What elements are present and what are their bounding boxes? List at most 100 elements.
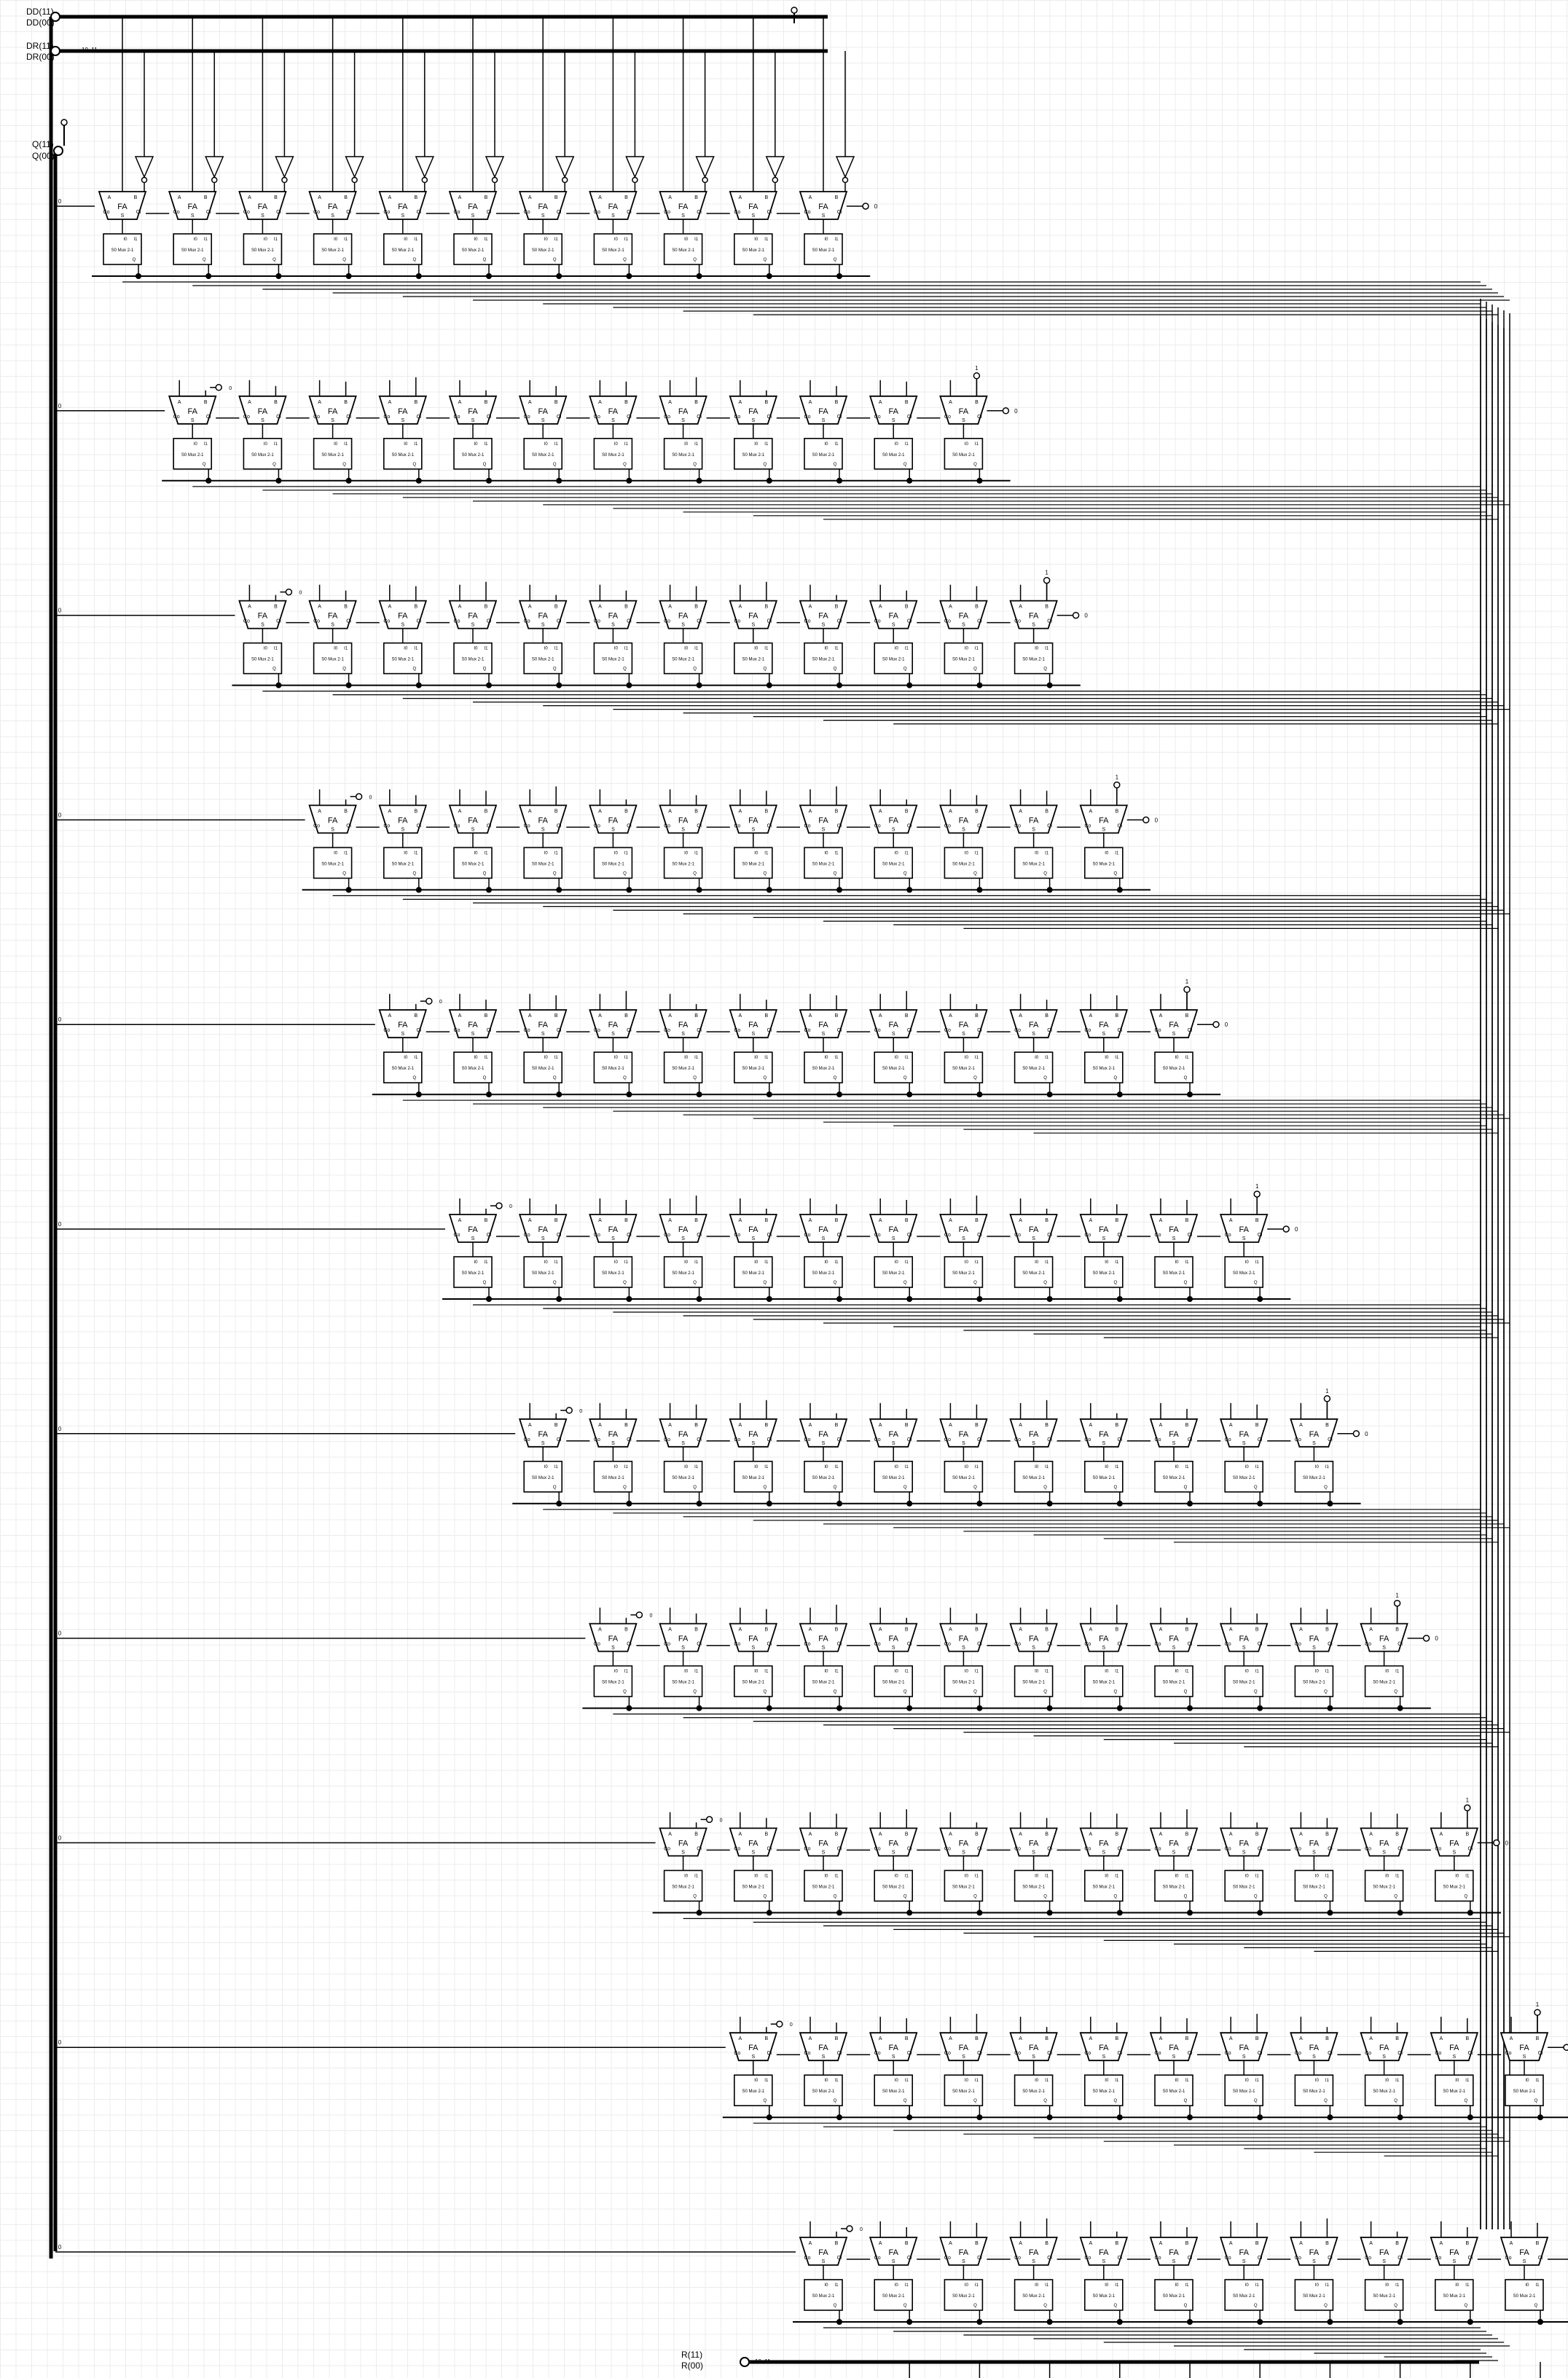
mux-2to1[interactable]: S0 Mux 2-1I0 I1Q xyxy=(663,1869,703,1902)
mux-2to1[interactable]: S0 Mux 2-1I0 I1Q xyxy=(733,437,773,470)
mux-2to1[interactable]: S0 Mux 2-1I0 I1Q xyxy=(1435,2279,1474,2311)
mux-2to1[interactable]: S0 Mux 2-1I0 I1Q xyxy=(1224,1461,1263,1493)
mux-2to1[interactable]: S0 Mux 2-1I0 I1Q xyxy=(593,1665,633,1698)
mux-2to1[interactable]: S0 Mux 2-1I0 I1Q xyxy=(663,1256,703,1288)
mux-2to1[interactable]: S0 Mux 2-1I0 I1Q xyxy=(1154,1869,1193,1902)
mux-2to1[interactable]: S0 Mux 2-1I0 I1Q xyxy=(383,437,423,470)
mux-2to1[interactable]: S0 Mux 2-1I0 I1Q xyxy=(944,2074,984,2106)
mux-2to1[interactable]: S0 Mux 2-1I0 I1Q xyxy=(1505,2074,1544,2106)
mux-2to1[interactable]: S0 Mux 2-1I0 I1Q xyxy=(944,1869,984,1902)
mux-2to1[interactable]: S0 Mux 2-1I0 I1Q xyxy=(663,233,703,265)
input-port-dr[interactable]: DR(11) DR(00) 10..11 xyxy=(26,41,98,62)
mux-2to1[interactable]: S0 Mux 2-1I0 I1Q xyxy=(523,233,563,265)
mux-2to1[interactable]: S0 Mux 2-1I0 I1Q xyxy=(1294,2279,1334,2311)
mux-2to1[interactable]: S0 Mux 2-1I0 I1Q xyxy=(313,847,353,879)
mux-2to1[interactable]: S0 Mux 2-1I0 I1Q xyxy=(1154,2074,1193,2106)
mux-2to1[interactable]: S0 Mux 2-1I0 I1Q xyxy=(944,437,984,470)
mux-2to1[interactable]: S0 Mux 2-1I0 I1Q xyxy=(383,847,423,879)
mux-2to1[interactable]: S0 Mux 2-1I0 I1Q xyxy=(1084,1051,1124,1083)
mux-2to1[interactable]: S0 Mux 2-1I0 I1Q xyxy=(804,847,843,879)
mux-2to1[interactable]: S0 Mux 2-1I0 I1Q xyxy=(1364,2279,1404,2311)
mux-2to1[interactable]: S0 Mux 2-1I0 I1Q xyxy=(874,2279,913,2311)
mux-2to1[interactable]: S0 Mux 2-1I0 I1Q xyxy=(663,1461,703,1493)
mux-2to1[interactable]: S0 Mux 2-1I0 I1Q xyxy=(733,847,773,879)
mux-2to1[interactable]: S0 Mux 2-1I0 I1Q xyxy=(523,1461,563,1493)
mux-2to1[interactable]: S0 Mux 2-1I0 I1Q xyxy=(1435,1869,1474,1902)
mux-2to1[interactable]: S0 Mux 2-1I0 I1Q xyxy=(804,1051,843,1083)
mux-2to1[interactable]: S0 Mux 2-1I0 I1Q xyxy=(874,1051,913,1083)
mux-2to1[interactable]: S0 Mux 2-1I0 I1Q xyxy=(1014,2279,1054,2311)
mux-2to1[interactable]: S0 Mux 2-1I0 I1Q xyxy=(453,642,493,675)
mux-2to1[interactable]: S0 Mux 2-1I0 I1Q xyxy=(1224,1256,1263,1288)
mux-2to1[interactable]: S0 Mux 2-1I0 I1Q xyxy=(804,1869,843,1902)
mux-2to1[interactable]: S0 Mux 2-1I0 I1Q xyxy=(593,642,633,675)
mux-2to1[interactable]: S0 Mux 2-1I0 I1Q xyxy=(1224,2074,1263,2106)
mux-2to1[interactable]: S0 Mux 2-1I0 I1Q xyxy=(733,642,773,675)
mux-2to1[interactable]: S0 Mux 2-1I0 I1Q xyxy=(874,847,913,879)
mux-2to1[interactable]: S0 Mux 2-1I0 I1Q xyxy=(1014,1665,1054,1698)
mux-2to1[interactable]: S0 Mux 2-1I0 I1Q xyxy=(1014,1461,1054,1493)
mux-2to1[interactable]: S0 Mux 2-1I0 I1Q xyxy=(663,847,703,879)
mux-2to1[interactable]: S0 Mux 2-1I0 I1Q xyxy=(593,1256,633,1288)
mux-2to1[interactable]: S0 Mux 2-1I0 I1Q xyxy=(1014,642,1054,675)
mux-2to1[interactable]: S0 Mux 2-1I0 I1Q xyxy=(1084,2279,1124,2311)
mux-2to1[interactable]: S0 Mux 2-1I0 I1Q xyxy=(1294,1665,1334,1698)
mux-2to1[interactable]: S0 Mux 2-1I0 I1Q xyxy=(1084,1869,1124,1902)
mux-2to1[interactable]: S0 Mux 2-1I0 I1Q xyxy=(593,437,633,470)
mux-2to1[interactable]: S0 Mux 2-1I0 I1Q xyxy=(804,2279,843,2311)
mux-2to1[interactable]: S0 Mux 2-1I0 I1Q xyxy=(1084,847,1124,879)
mux-2to1[interactable]: S0 Mux 2-1I0 I1Q xyxy=(1084,1256,1124,1288)
